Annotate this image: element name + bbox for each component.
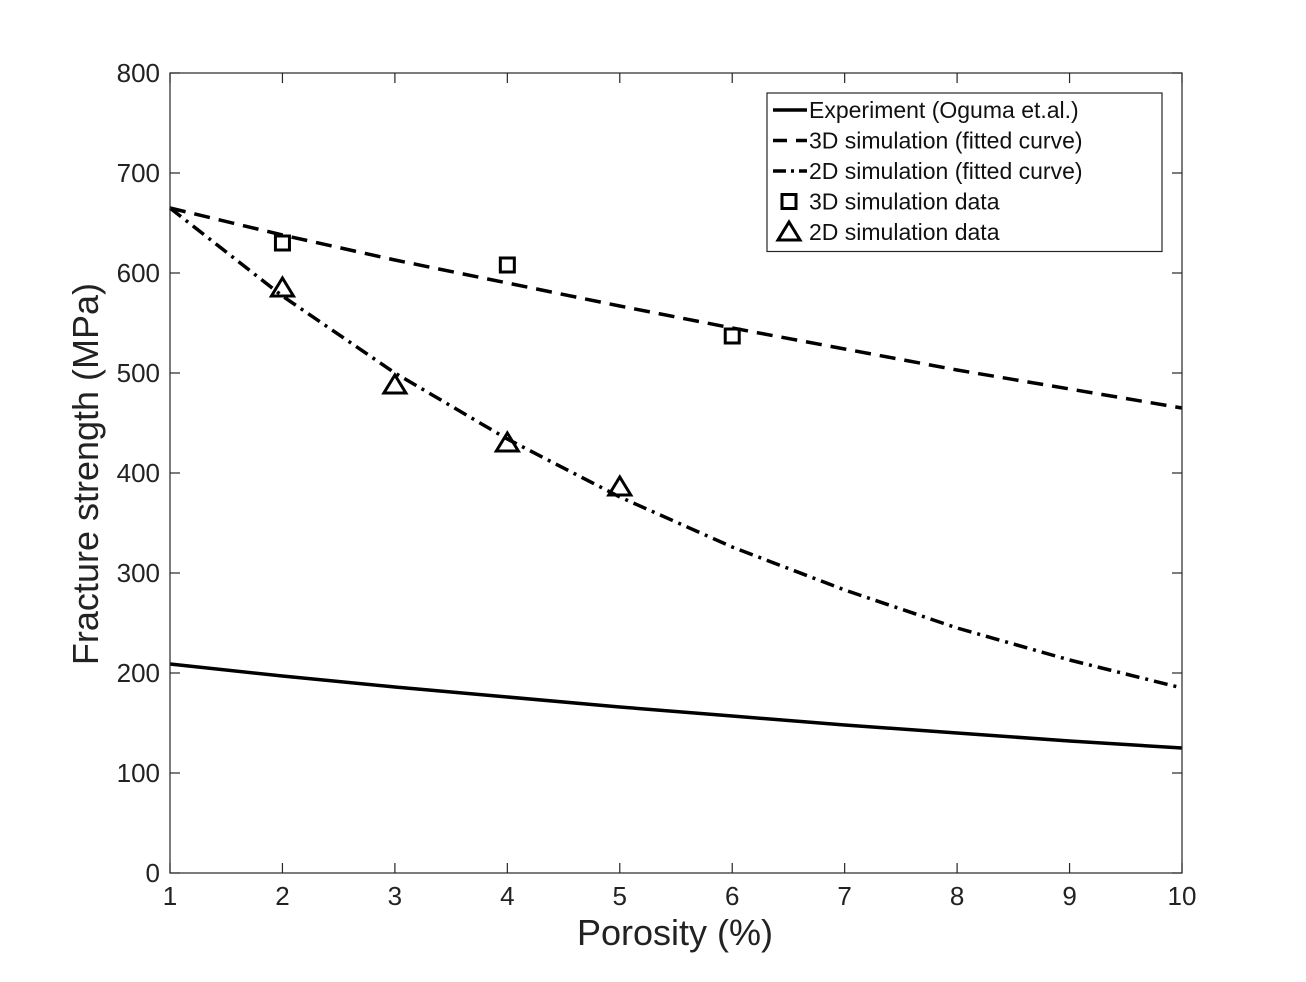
y-tick-label-700: 700 bbox=[117, 158, 160, 188]
x-tick-label-4: 4 bbox=[500, 881, 514, 911]
legend-entry-experiment-oguma-et-al: Experiment (Oguma et.al.) bbox=[773, 97, 1079, 123]
y-tick-label-600: 600 bbox=[117, 258, 160, 288]
legend-label-2d-simulation-fitted-curve: 2D simulation (fitted curve) bbox=[809, 158, 1083, 184]
square-marker-3d-simulation-data-2 bbox=[723, 327, 741, 345]
square-marker-3d-simulation-data-1 bbox=[498, 256, 516, 274]
legend-label-2d-simulation-data: 2D simulation data bbox=[809, 219, 1000, 245]
x-tick-label-7: 7 bbox=[837, 881, 851, 911]
x-tick-label-1: 1 bbox=[163, 881, 177, 911]
legend-square-marker bbox=[780, 193, 798, 210]
plot-area bbox=[168, 206, 1183, 750]
x-axis-title: Porosity (%) bbox=[577, 912, 773, 953]
square-marker-3d-simulation-data-0 bbox=[273, 234, 291, 252]
triangle-marker-2d-simulation-data-0 bbox=[268, 275, 297, 298]
x-tick-label-8: 8 bbox=[950, 881, 964, 911]
series-3d-simulation-data bbox=[273, 234, 741, 345]
x-tick-label-2: 2 bbox=[275, 881, 289, 911]
legend-box bbox=[766, 92, 1163, 253]
x-tick-label-10: 10 bbox=[1168, 881, 1197, 911]
series-2d-simulation-fitted-curve bbox=[168, 206, 1183, 690]
legend-label-3d-simulation-data: 3D simulation data bbox=[809, 189, 1000, 215]
legend-entry-3d-simulation-fitted-curve: 3D simulation (fitted curve) bbox=[773, 128, 1083, 154]
series-line-3d-simulation-fitted-curve bbox=[169, 206, 1183, 410]
x-tick-label-6: 6 bbox=[725, 881, 739, 911]
legend: Experiment (Oguma et.al.) 3D simulation (… bbox=[766, 92, 1163, 253]
legend-triangle-marker bbox=[775, 219, 803, 242]
series-3d-simulation-fitted-curve bbox=[169, 206, 1183, 410]
triangle-marker-2d-simulation-data-1 bbox=[381, 372, 409, 395]
series-line-2d-simulation-fitted-curve bbox=[168, 206, 1183, 690]
triangle-marker-2d-simulation-data-3 bbox=[606, 474, 634, 497]
legend-label-experiment-oguma-et-al: Experiment (Oguma et.al.) bbox=[809, 97, 1079, 123]
y-axis-title: Fracture strength (MPa) bbox=[65, 283, 106, 665]
y-tick-label-300: 300 bbox=[117, 558, 160, 588]
y-tick-label-0: 0 bbox=[146, 858, 160, 888]
x-tick-label-5: 5 bbox=[613, 881, 627, 911]
y-tick-label-400: 400 bbox=[117, 458, 160, 488]
series-experiment-oguma-et-al bbox=[169, 662, 1183, 750]
y-tick-label-500: 500 bbox=[117, 358, 160, 388]
series-line-experiment-oguma-et-al bbox=[169, 662, 1183, 750]
legend-label-3d-simulation-fitted-curve: 3D simulation (fitted curve) bbox=[809, 128, 1083, 154]
y-tick-label-100: 100 bbox=[117, 758, 160, 788]
y-tick-label-800: 800 bbox=[117, 58, 160, 88]
x-tick-label-3: 3 bbox=[388, 881, 402, 911]
x-tick-label-9: 9 bbox=[1062, 881, 1076, 911]
y-tick-label-200: 200 bbox=[117, 658, 160, 688]
legend-entry-3d-simulation-data: 3D simulation data bbox=[780, 189, 1000, 215]
triangle-marker-2d-simulation-data-2 bbox=[493, 430, 522, 453]
legend-entry-2d-simulation-data: 2D simulation data bbox=[775, 219, 1000, 245]
legend-entry-2d-simulation-fitted-curve: 2D simulation (fitted curve) bbox=[773, 158, 1083, 184]
series-2d-simulation-data bbox=[268, 275, 634, 497]
